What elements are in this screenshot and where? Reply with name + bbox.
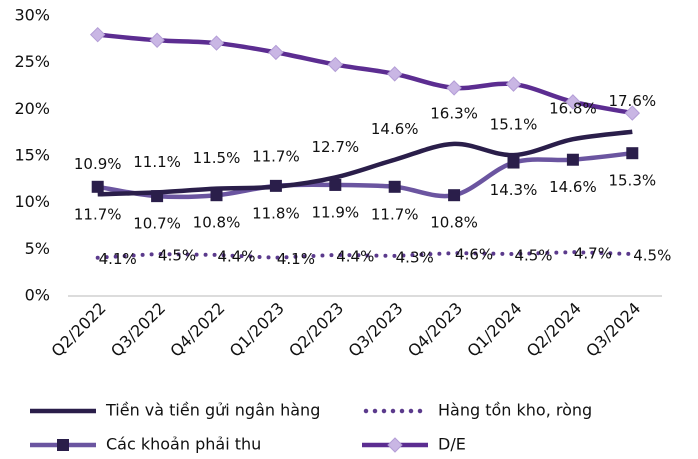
y-tick-label: 30% — [14, 6, 50, 25]
y-tick-label: 20% — [14, 99, 50, 118]
data-label: 15.1% — [490, 116, 538, 134]
marker — [566, 153, 579, 166]
legend-label: D/E — [438, 435, 466, 454]
data-label: 4.6% — [455, 246, 493, 264]
y-tick-label: 10% — [14, 192, 50, 211]
y-tick-label: 25% — [14, 52, 50, 71]
marker — [268, 44, 284, 61]
data-label: 11.7% — [74, 205, 122, 223]
legend-label: Hàng tồn kho, ròng — [438, 401, 592, 420]
marker — [446, 80, 462, 96]
data-label: 10.9% — [74, 155, 122, 173]
marker — [327, 56, 344, 73]
marker — [626, 147, 639, 160]
data-label: 16.8% — [549, 100, 597, 118]
marker — [624, 105, 641, 121]
series-line — [95, 250, 635, 260]
x-tick-label: Q3/2024 — [582, 299, 644, 361]
data-label: 15.3% — [608, 172, 656, 190]
x-tick-label: Q3/2022 — [107, 299, 169, 361]
x-tick-label: Q2/2022 — [48, 299, 110, 361]
series-line — [97, 32, 633, 116]
data-label: 10.8% — [430, 214, 478, 232]
legend-label: Các khoản phải thu — [106, 435, 261, 454]
data-label: 14.6% — [371, 120, 419, 138]
data-label: 4.1% — [99, 250, 137, 268]
x-tick-label: Q3/2023 — [345, 299, 407, 361]
marker — [89, 26, 106, 43]
data-label: 14.3% — [490, 181, 538, 199]
y-tick-label: 0% — [25, 286, 50, 305]
marker — [565, 94, 581, 110]
marker — [505, 76, 522, 92]
series-line — [97, 150, 633, 200]
data-label: 10.8% — [193, 214, 241, 232]
data-label: 11.8% — [252, 204, 300, 222]
data-label: 4.5% — [514, 247, 552, 265]
marker — [210, 189, 223, 202]
marker — [329, 178, 342, 191]
marker — [149, 32, 165, 48]
legend-label: Tiền và tiền gửi ngân hàng — [105, 401, 320, 420]
data-label: 10.7% — [133, 215, 181, 233]
legend-marker — [57, 439, 69, 451]
x-tick-label: Q1/2024 — [463, 299, 525, 361]
x-tick-label: Q4/2022 — [166, 299, 228, 361]
y-tick-label: 5% — [25, 239, 50, 258]
legend-marker — [387, 437, 403, 453]
data-label: 4.4% — [336, 247, 374, 265]
data-label: 14.6% — [549, 178, 597, 196]
data-label: 16.3% — [430, 104, 478, 122]
data-label: 4.3% — [396, 248, 434, 266]
series-line — [97, 129, 633, 197]
data-label: 11.9% — [311, 203, 359, 221]
data-label: 12.7% — [311, 138, 359, 156]
x-tick-label: Q1/2023 — [226, 299, 288, 361]
data-label: 4.7% — [574, 245, 612, 263]
marker — [386, 66, 403, 82]
data-label: 17.6% — [608, 92, 656, 110]
data-label: 4.4% — [217, 247, 255, 265]
data-label: 4.5% — [158, 247, 196, 265]
marker — [91, 180, 104, 193]
data-label: 11.5% — [193, 149, 241, 167]
data-label: 11.7% — [371, 205, 419, 223]
data-label: 4.1% — [277, 250, 315, 268]
marker — [208, 35, 225, 51]
x-tick-label: Q2/2024 — [523, 299, 585, 361]
data-label: 11.1% — [133, 153, 181, 171]
marker — [507, 156, 520, 169]
x-tick-label: Q2/2023 — [285, 299, 347, 361]
marker — [448, 189, 461, 202]
data-label: 4.5% — [633, 247, 671, 265]
data-label: 11.7% — [252, 147, 300, 165]
x-tick-label: Q4/2023 — [404, 299, 466, 361]
marker — [388, 180, 401, 193]
y-tick-label: 15% — [14, 146, 50, 165]
